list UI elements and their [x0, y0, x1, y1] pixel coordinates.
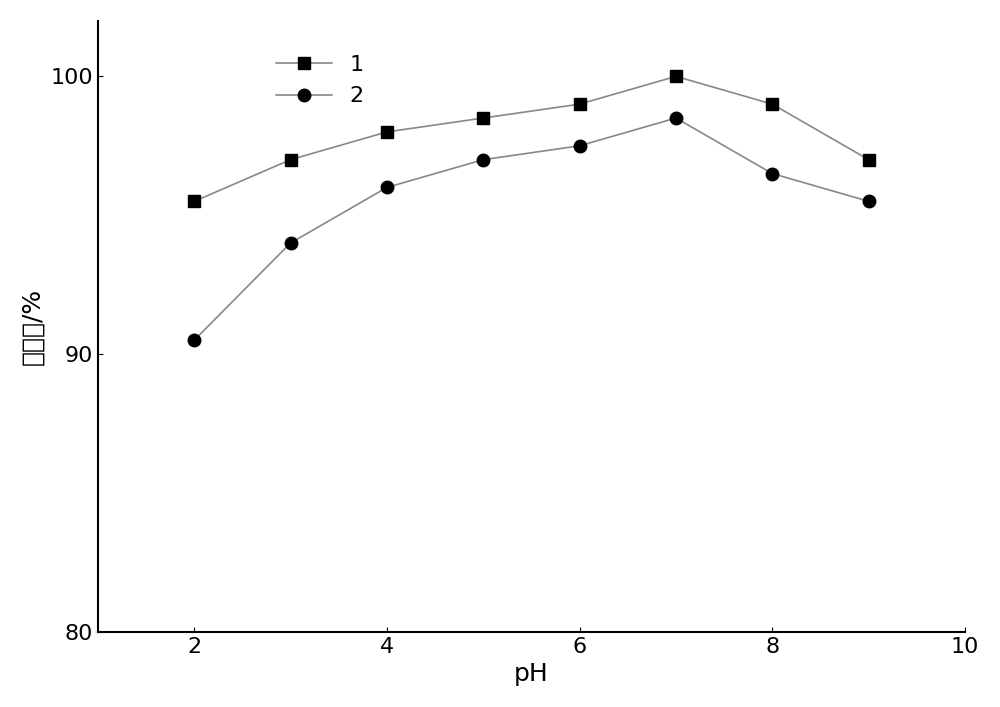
Legend: 1, 2: 1, 2: [265, 44, 375, 117]
1: [863, 156, 875, 164]
1: [285, 156, 297, 164]
1: [477, 114, 489, 122]
2: [188, 336, 200, 344]
2: [670, 114, 682, 122]
2: [766, 169, 778, 177]
2: [863, 197, 875, 206]
1: [381, 128, 393, 136]
Line: 1: 1: [188, 70, 875, 208]
1: [188, 197, 200, 206]
Line: 2: 2: [188, 112, 875, 346]
1: [766, 100, 778, 108]
X-axis label: pH: pH: [514, 662, 549, 686]
2: [381, 183, 393, 192]
Y-axis label: 去除率/%: 去除率/%: [21, 288, 45, 365]
2: [285, 239, 297, 247]
2: [574, 141, 586, 150]
1: [574, 100, 586, 108]
2: [477, 156, 489, 164]
1: [670, 72, 682, 81]
